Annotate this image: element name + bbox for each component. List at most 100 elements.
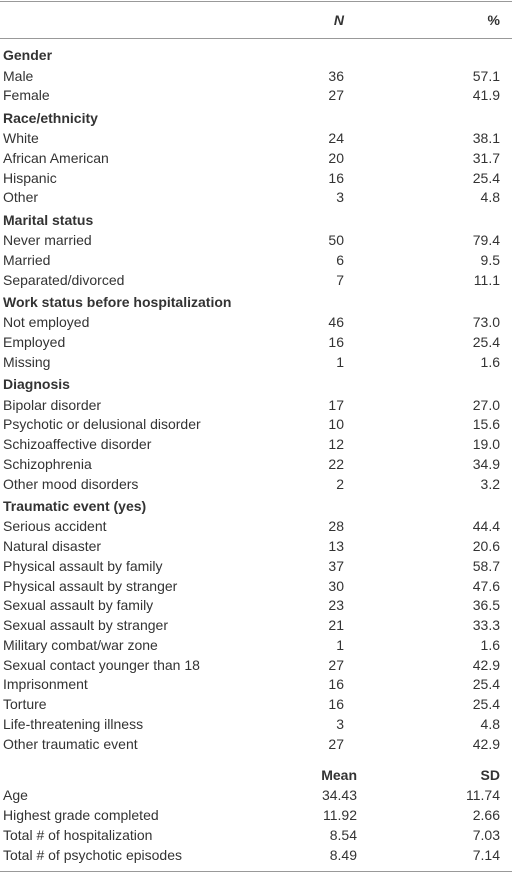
row-label: Torture bbox=[3, 696, 47, 712]
row-label: Age bbox=[3, 787, 28, 803]
cell-pct: 79.4 bbox=[472, 232, 500, 248]
cell-pct: 34.9 bbox=[472, 455, 500, 472]
cell-n: 16 bbox=[328, 696, 344, 712]
cell-pct: 4.8 bbox=[480, 715, 500, 732]
row-label: Other bbox=[3, 189, 39, 206]
cell-n: 12 bbox=[328, 436, 344, 452]
cell-n: 16 bbox=[328, 334, 344, 350]
cell-sd: 7.03 bbox=[472, 827, 500, 843]
row-label: Physical assault by family bbox=[3, 557, 163, 574]
cell-pct: 27.0 bbox=[472, 396, 500, 413]
row-label: Military combat/war zone bbox=[3, 636, 158, 653]
cell-n: 16 bbox=[328, 676, 344, 693]
cell-n: 6 bbox=[336, 251, 344, 268]
section-title: Gender bbox=[3, 47, 53, 63]
cell-n: 27 bbox=[328, 87, 344, 104]
cell-pct: 58.7 bbox=[472, 557, 500, 574]
cell-n: 13 bbox=[328, 538, 344, 554]
row-label: Missing bbox=[3, 353, 51, 370]
cell-pct: 9.5 bbox=[480, 251, 500, 268]
cell-pct: 15.6 bbox=[472, 416, 500, 433]
cell-n: 27 bbox=[328, 735, 344, 752]
row-label: Never married bbox=[3, 232, 92, 248]
row-label: Psychotic or delusional disorder bbox=[3, 416, 201, 433]
row-label: Total # of hospitalization bbox=[3, 827, 153, 843]
cell-n: 1 bbox=[336, 353, 344, 370]
section-title: Marital status bbox=[3, 211, 94, 228]
row-label: White bbox=[3, 130, 39, 146]
column-header: Mean bbox=[321, 767, 357, 783]
column-header: N bbox=[333, 12, 344, 28]
header-rule bbox=[0, 38, 512, 39]
row-label: Life-threatening illness bbox=[3, 715, 144, 732]
cell-n: 50 bbox=[328, 232, 344, 248]
row-label: Separated/divorced bbox=[3, 271, 125, 288]
row-label: Highest grade completed bbox=[3, 807, 159, 823]
cell-n: 17 bbox=[328, 396, 344, 413]
row-label: Imprisonment bbox=[3, 676, 88, 693]
cell-sd: 11.74 bbox=[466, 787, 500, 803]
row-label: Schizoaffective disorder bbox=[3, 436, 152, 452]
cell-pct: 33.3 bbox=[472, 617, 500, 633]
row-label: Sexual assault by family bbox=[3, 597, 154, 614]
cell-pct: 73.0 bbox=[472, 314, 500, 331]
row-label: Female bbox=[3, 87, 50, 104]
cell-mean: 8.49 bbox=[329, 847, 357, 863]
section-title: Race/ethnicity bbox=[3, 109, 98, 126]
cell-n: 22 bbox=[328, 455, 344, 472]
cell-n: 7 bbox=[336, 271, 344, 288]
row-label: Schizophrenia bbox=[3, 455, 92, 472]
cell-pct: 19.0 bbox=[472, 436, 500, 452]
row-label: Natural disaster bbox=[3, 538, 102, 554]
cell-pct: 36.5 bbox=[472, 597, 500, 614]
cell-n: 16 bbox=[328, 169, 344, 186]
cell-sd: 7.14 bbox=[472, 847, 500, 863]
cell-pct: 1.6 bbox=[480, 353, 500, 370]
cell-pct: 11.1 bbox=[473, 271, 500, 288]
bottom-rule bbox=[0, 871, 512, 872]
cell-pct: 41.9 bbox=[472, 87, 500, 104]
cell-pct: 1.6 bbox=[480, 636, 500, 653]
cell-n: 28 bbox=[328, 518, 344, 535]
row-label: Sexual assault by stranger bbox=[3, 617, 168, 633]
cell-pct: 47.6 bbox=[472, 577, 500, 594]
cell-n: 3 bbox=[336, 189, 344, 206]
cell-n: 37 bbox=[328, 557, 344, 574]
cell-pct: 25.4 bbox=[472, 334, 500, 350]
cell-n: 3 bbox=[336, 715, 344, 732]
row-label: Sexual contact younger than 18 bbox=[3, 656, 200, 673]
cell-mean: 11.92 bbox=[323, 807, 357, 823]
cell-pct: 42.9 bbox=[472, 656, 500, 673]
column-header: SD bbox=[480, 767, 500, 783]
cell-n: 24 bbox=[328, 130, 344, 146]
row-label: African American bbox=[3, 149, 109, 166]
cell-mean: 34.43 bbox=[321, 787, 357, 803]
cell-pct: 25.4 bbox=[472, 169, 500, 186]
cell-n: 21 bbox=[328, 617, 344, 633]
cell-pct: 38.1 bbox=[472, 130, 500, 146]
cell-mean: 8.54 bbox=[329, 827, 357, 843]
row-label: Not employed bbox=[3, 314, 90, 331]
section-title: Traumatic event (yes) bbox=[3, 497, 147, 514]
section-title: Work status before hospitalization bbox=[3, 293, 232, 310]
row-label: Other traumatic event bbox=[3, 735, 138, 752]
cell-pct: 57.1 bbox=[472, 67, 500, 84]
row-label: Bipolar disorder bbox=[3, 396, 102, 413]
row-label: Hispanic bbox=[3, 169, 57, 186]
row-label: Other mood disorders bbox=[3, 475, 139, 492]
cell-pct: 25.4 bbox=[472, 676, 500, 693]
section-title: Diagnosis bbox=[3, 376, 70, 392]
cell-n: 23 bbox=[328, 597, 344, 614]
cell-n: 10 bbox=[328, 416, 344, 433]
cell-n: 27 bbox=[328, 656, 344, 673]
top-rule bbox=[0, 1, 512, 2]
cell-n: 2 bbox=[336, 475, 344, 492]
row-label: Employed bbox=[3, 334, 66, 350]
row-label: Male bbox=[3, 67, 34, 84]
cell-pct: 4.8 bbox=[480, 189, 500, 206]
cell-pct: 3.2 bbox=[480, 475, 500, 492]
row-label: Total # of psychotic episodes bbox=[3, 847, 182, 863]
column-header: % bbox=[487, 12, 500, 28]
row-label: Physical assault by stranger bbox=[3, 577, 178, 594]
